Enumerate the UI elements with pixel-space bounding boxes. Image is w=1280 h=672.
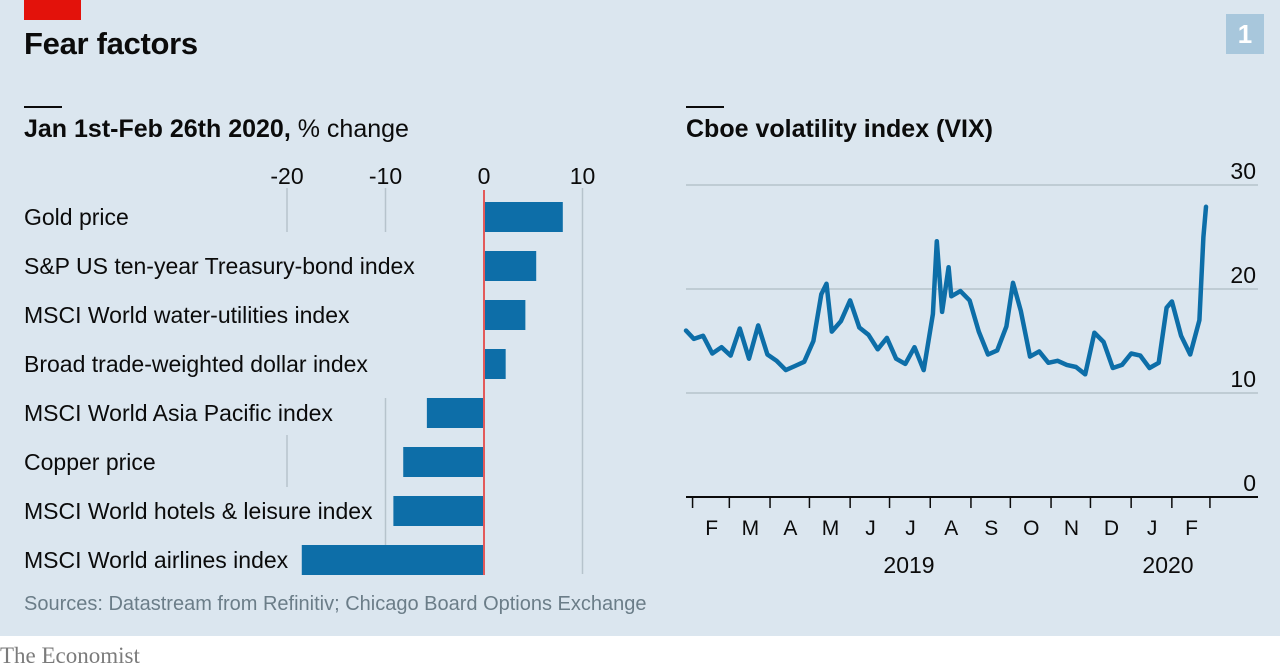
bar-chart: -20 -10 0 10 Gold price S&P US ten-year Treas… — [24, 163, 596, 575]
publisher-wordmark: The Economist — [0, 643, 140, 668]
y-tick-label: 0 — [1243, 470, 1256, 496]
category-label: Gold price — [24, 204, 129, 230]
category-label: MSCI World airlines index — [24, 547, 289, 573]
bar — [393, 496, 484, 526]
left-panel-title-period: Jan 1st-Feb 26th 2020, — [24, 115, 291, 143]
x-tick-label: -10 — [369, 163, 402, 189]
month-label: M — [822, 517, 840, 540]
category-label: Copper price — [24, 449, 156, 475]
right-panel-title: Cboe volatility index (VIX) — [686, 115, 993, 143]
category-label: Broad trade-weighted dollar index — [24, 351, 368, 377]
month-label: O — [1023, 517, 1039, 540]
category-label: MSCI World water-utilities index — [24, 302, 350, 328]
sources-note: Sources: Datastream from Refinitiv; Chic… — [24, 593, 647, 615]
month-label: J — [1147, 517, 1158, 540]
chart-number-badge: 1 — [1226, 14, 1264, 54]
y-tick-label: 30 — [1230, 158, 1256, 184]
left-panel-title-unit: % change — [290, 115, 409, 143]
left-panel-rule — [24, 106, 62, 108]
month-label: M — [742, 517, 760, 540]
category-label: MSCI World hotels & leisure index — [24, 498, 373, 524]
month-label: A — [944, 517, 958, 540]
month-label: N — [1064, 517, 1079, 540]
left-panel-title: Jan 1st-Feb 26th 2020, % change — [24, 115, 409, 144]
month-label: S — [984, 517, 998, 540]
x-tick-label: 10 — [570, 163, 596, 189]
y-tick-label: 20 — [1230, 262, 1256, 288]
category-label: MSCI World Asia Pacific index — [24, 400, 333, 426]
bar — [301, 545, 484, 575]
month-label: D — [1104, 517, 1119, 540]
month-label: A — [783, 517, 797, 540]
x-tick-label: 0 — [478, 163, 491, 189]
month-label: J — [865, 517, 876, 540]
category-label: S&P US ten-year Treasury-bond index — [24, 253, 415, 279]
y-tick-label: 10 — [1230, 366, 1256, 392]
month-label: F — [1185, 517, 1198, 540]
year-label: 2020 — [1142, 552, 1193, 578]
bar — [403, 447, 484, 477]
bar — [484, 251, 537, 281]
right-panel-rule — [686, 106, 724, 108]
year-label: 2019 — [883, 552, 934, 578]
x-tick-label: -20 — [270, 163, 303, 189]
chart-card: Fear factors 1 Jan 1st-Feb 26th 2020, % … — [0, 0, 1280, 636]
month-label: J — [905, 517, 916, 540]
month-label: F — [705, 517, 718, 540]
bar — [484, 300, 526, 330]
bar — [484, 202, 563, 232]
brand-red-tag — [24, 0, 81, 20]
vix-series-line — [683, 204, 1209, 377]
chart-title: Fear factors — [24, 26, 198, 61]
bar — [426, 398, 484, 428]
bar — [484, 349, 506, 379]
